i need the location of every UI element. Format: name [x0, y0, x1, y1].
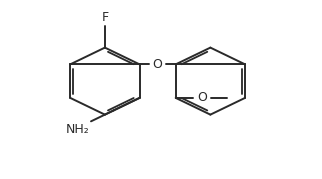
Text: F: F: [101, 11, 109, 25]
Text: O: O: [197, 91, 207, 104]
Text: NH₂: NH₂: [65, 123, 89, 136]
Text: O: O: [153, 58, 163, 71]
